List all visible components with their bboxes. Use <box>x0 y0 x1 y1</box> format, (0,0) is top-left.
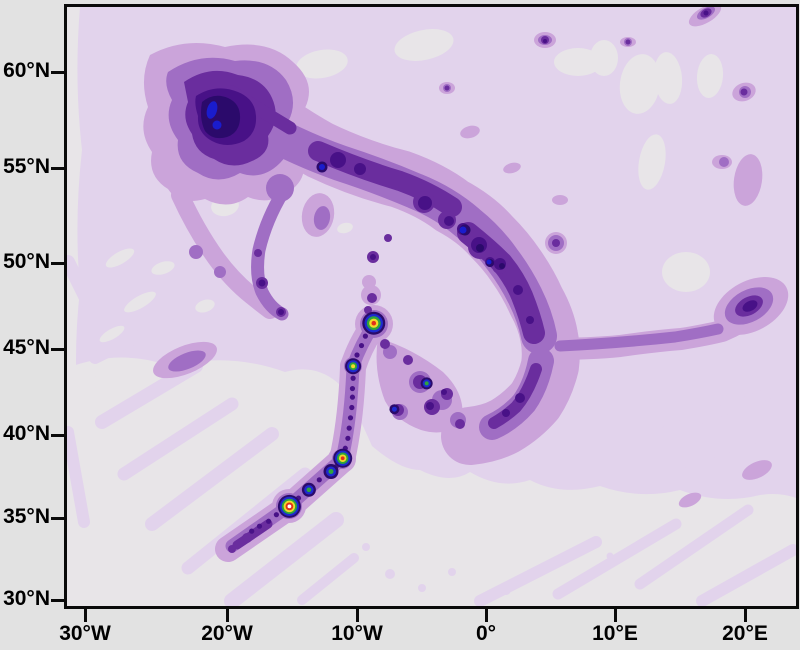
x-tick <box>83 609 87 622</box>
track-path-dot <box>362 333 368 339</box>
track-bullseye-ring <box>340 456 345 461</box>
y-tick-label: 55°N <box>3 155 50 178</box>
track-bullseye-ring <box>328 469 334 475</box>
y-tick-label: 45°N <box>3 336 50 359</box>
x-tick-label: 10°W <box>331 622 383 645</box>
y-tick <box>51 347 64 351</box>
track-path-dot <box>273 512 279 518</box>
track-path-dot <box>349 385 356 392</box>
track-bullseye-ring <box>306 487 312 493</box>
y-tick <box>51 261 64 265</box>
x-tick-label: 20°W <box>201 622 253 645</box>
track-path-dot <box>349 404 355 411</box>
contour-blue-maxima <box>206 101 492 265</box>
map-contour-plot <box>67 7 796 606</box>
y-tick-label: 50°N <box>3 250 50 273</box>
y-tick-label: 30°N <box>3 587 50 610</box>
plot-area <box>64 4 799 609</box>
track-path-dot <box>354 352 360 358</box>
y-tick <box>51 598 64 602</box>
track-path-dot <box>256 523 263 529</box>
y-tick <box>51 516 64 520</box>
x-tick-label: 10°E <box>592 622 638 645</box>
track-path-dot <box>347 415 354 421</box>
storm-track-layer <box>249 311 433 534</box>
x-tick <box>613 609 617 622</box>
track-path-dot <box>346 425 352 431</box>
x-tick <box>355 609 359 622</box>
x-tick-label: 30°W <box>59 622 111 645</box>
track-path-dot <box>316 477 322 483</box>
track-path-dot <box>249 528 255 534</box>
track-path-dot <box>358 342 365 349</box>
track-bullseye-ring <box>351 364 356 369</box>
track-bullseye-ring <box>424 381 429 386</box>
track-path-dot <box>266 518 272 524</box>
y-tick-label: 40°N <box>3 422 50 445</box>
y-tick <box>51 433 64 437</box>
track-bullseye-ring <box>371 320 377 326</box>
track-path-dot <box>350 375 356 381</box>
x-tick-label: 0° <box>475 622 497 645</box>
track-bullseye-ring <box>287 504 292 509</box>
track-path-dot <box>345 435 351 441</box>
y-tick <box>51 70 64 74</box>
x-tick-label: 20°E <box>722 622 768 645</box>
x-tick <box>484 609 488 622</box>
y-tick-label: 60°N <box>3 59 50 82</box>
track-path-dot <box>349 394 356 400</box>
x-tick <box>225 609 229 622</box>
y-tick <box>51 166 64 170</box>
track-bullseye-ring <box>391 406 397 412</box>
x-tick <box>743 609 747 622</box>
y-tick-label: 35°N <box>3 505 50 528</box>
